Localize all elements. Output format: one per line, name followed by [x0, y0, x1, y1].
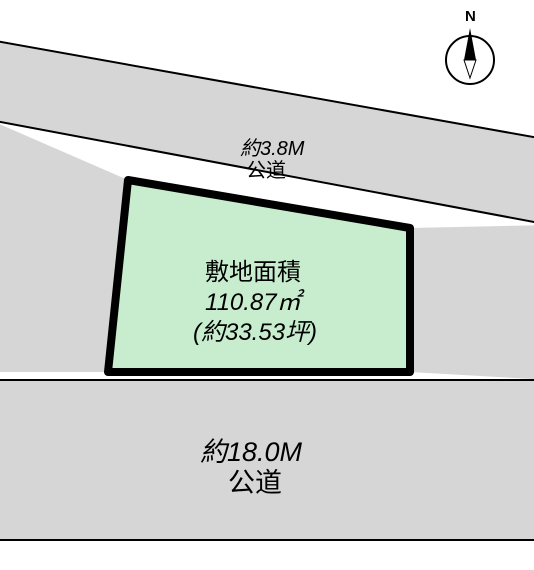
compass — [446, 28, 494, 84]
side-strip-right — [410, 225, 534, 380]
upper-road-type-label: 公道 — [246, 154, 286, 183]
compass-north-label: N — [465, 8, 476, 25]
lot-area-tsubo: (約33.53坪) — [193, 312, 317, 347]
lower-road-type-label: 公道 — [228, 461, 282, 500]
